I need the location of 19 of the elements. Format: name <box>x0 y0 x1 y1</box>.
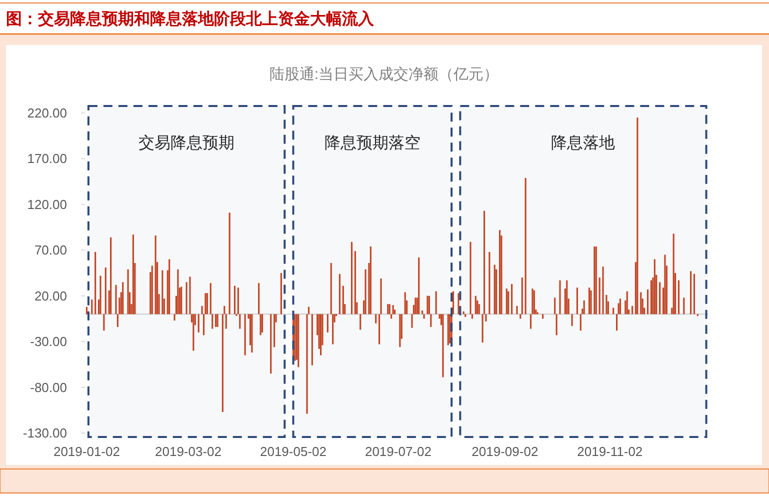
y-tick-label: -130.00 <box>22 426 67 440</box>
band-label: 交易降息预期 <box>138 134 235 152</box>
y-tick-label: 220.00 <box>27 106 67 120</box>
y-tick-label: -80.00 <box>30 380 67 395</box>
band-label: 降息预期落空 <box>324 134 420 152</box>
x-tick-label: 2019-05-02 <box>260 444 326 459</box>
y-tick-label: 20.00 <box>34 288 67 304</box>
x-tick-label: 2019-03-02 <box>155 444 222 459</box>
x-tick-label: 2019-09-02 <box>472 444 538 459</box>
chart-subtitle: 陆股通:当日买入成交净额（亿元） <box>269 66 499 83</box>
band-label: 降息落地 <box>551 134 616 152</box>
chart-title: 图：交易降息预期和降息落地阶段北上资金大幅流入 <box>6 9 375 28</box>
y-tick-label: 170.00 <box>27 151 67 166</box>
x-tick-label: 2019-07-02 <box>364 444 432 459</box>
x-tick-label: 2019-11-02 <box>577 444 643 459</box>
y-tick-label: 70.00 <box>34 242 67 258</box>
y-tick-label: -30.00 <box>30 334 67 350</box>
x-tick-label: 2019-01-02 <box>53 444 120 459</box>
y-tick-label: 120.00 <box>27 196 67 212</box>
